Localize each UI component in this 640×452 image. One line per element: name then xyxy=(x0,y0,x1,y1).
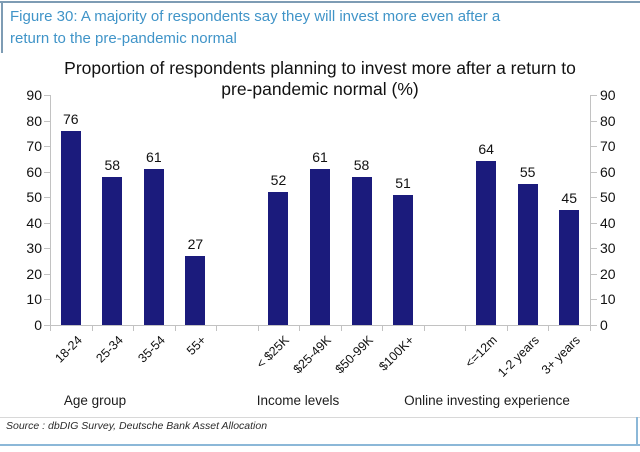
bar-value-label: 58 xyxy=(104,156,121,173)
x-tick xyxy=(548,325,550,331)
y-tick-right xyxy=(591,325,597,326)
chart-title-line-2: pre-pandemic normal (%) xyxy=(221,79,419,99)
y-tick-right xyxy=(591,171,597,173)
group-label: Age group xyxy=(63,393,127,408)
y-tick-label-left: 30 xyxy=(26,240,42,257)
y-tick-label-right: 80 xyxy=(600,112,616,129)
y-tick-left xyxy=(44,146,50,148)
y-tick-label-right: 90 xyxy=(600,87,616,103)
y-tick-label-right: 20 xyxy=(600,265,616,282)
footer-right-accent-line xyxy=(636,417,638,446)
bar xyxy=(476,161,497,325)
x-tick xyxy=(299,325,301,331)
x-tick xyxy=(382,325,384,331)
bar xyxy=(185,256,206,325)
y-tick-label-left: 50 xyxy=(26,189,42,206)
bar xyxy=(517,184,538,325)
x-tick xyxy=(91,325,93,331)
y-tick-label-right: 30 xyxy=(600,240,616,257)
y-tick-right xyxy=(591,95,597,96)
group-label: Income levels xyxy=(256,393,340,408)
bar xyxy=(268,192,289,325)
x-tick xyxy=(506,325,508,331)
x-tick xyxy=(174,325,176,331)
y-tick-label-right: 70 xyxy=(600,138,616,155)
x-tick xyxy=(423,325,425,331)
y-tick-left xyxy=(44,95,50,96)
group-label: Online investing experience xyxy=(404,393,570,408)
x-axis xyxy=(50,325,591,326)
bar-value-label: 52 xyxy=(270,172,287,189)
bar xyxy=(310,169,330,325)
bar-value-label: 55 xyxy=(519,164,536,181)
y-tick-left xyxy=(44,120,50,122)
y-tick-right xyxy=(591,222,597,224)
y-tick-left xyxy=(44,273,50,275)
x-tick xyxy=(216,325,218,331)
x-tick xyxy=(257,325,259,331)
bar-value-label: 64 xyxy=(478,141,494,158)
y-tick-right xyxy=(591,146,597,148)
y-tick-label-left: 0 xyxy=(34,317,42,333)
y-tick-left xyxy=(44,171,50,173)
y-tick-label-left: 60 xyxy=(26,163,42,180)
source-divider-line xyxy=(0,417,640,418)
bar-value-label: 61 xyxy=(312,149,328,166)
x-tick xyxy=(340,325,342,331)
y-tick-label-left: 80 xyxy=(26,112,42,129)
y-tick-left xyxy=(44,197,50,199)
y-tick-right xyxy=(591,248,597,250)
y-axis-right xyxy=(590,95,591,325)
bar xyxy=(60,130,81,325)
y-tick-label-right: 0 xyxy=(600,317,608,333)
figure-caption: Figure 30: A majority of respondents say… xyxy=(10,6,610,50)
bar-value-label: 61 xyxy=(146,149,162,166)
y-tick-right xyxy=(591,120,597,122)
y-tick-right xyxy=(591,299,597,301)
source-text: Source : dbDIG Survey, Deutsche Bank Ass… xyxy=(6,420,268,432)
y-tick-label-right: 10 xyxy=(600,291,616,308)
bar xyxy=(102,176,123,325)
y-tick-label-right: 60 xyxy=(600,163,616,180)
footer-bottom-accent-line xyxy=(0,444,640,446)
bar-value-label: 58 xyxy=(353,156,370,173)
header-top-accent-line xyxy=(0,1,640,3)
bar-value-label: 76 xyxy=(62,110,79,127)
bar xyxy=(351,176,372,325)
chart-title: Proportion of respondents planning to in… xyxy=(0,58,640,100)
header-left-accent-line xyxy=(1,1,3,53)
figure-caption-line-1: Figure 30: A majority of respondents say… xyxy=(10,8,501,25)
x-tick xyxy=(50,325,51,331)
figure-caption-line-2: return to the pre-pandemic normal xyxy=(10,30,237,47)
y-tick-label-left: 70 xyxy=(26,138,42,155)
y-axis-left xyxy=(50,95,51,325)
bar-value-label: 27 xyxy=(187,236,204,252)
bar xyxy=(559,210,580,325)
y-tick-right xyxy=(591,197,597,199)
bar xyxy=(393,194,414,325)
x-tick xyxy=(465,325,467,331)
y-tick-right xyxy=(591,273,597,275)
x-tick xyxy=(590,325,591,331)
y-tick-left xyxy=(44,299,50,301)
bar xyxy=(143,169,164,325)
y-tick-left xyxy=(44,325,50,326)
bar-value-label: 51 xyxy=(395,174,411,191)
y-tick-left xyxy=(44,248,50,250)
y-tick-left xyxy=(44,222,50,224)
bar-value-label: 45 xyxy=(561,190,577,206)
y-tick-label-left: 40 xyxy=(26,214,42,231)
x-tick xyxy=(133,325,135,331)
y-tick-label-left: 10 xyxy=(26,291,42,308)
y-tick-label-right: 50 xyxy=(600,189,616,206)
y-tick-label-right: 40 xyxy=(600,214,616,231)
chart-title-line-1: Proportion of respondents planning to in… xyxy=(64,58,576,78)
y-tick-label-left: 90 xyxy=(26,87,42,103)
y-tick-label-left: 20 xyxy=(26,265,42,282)
